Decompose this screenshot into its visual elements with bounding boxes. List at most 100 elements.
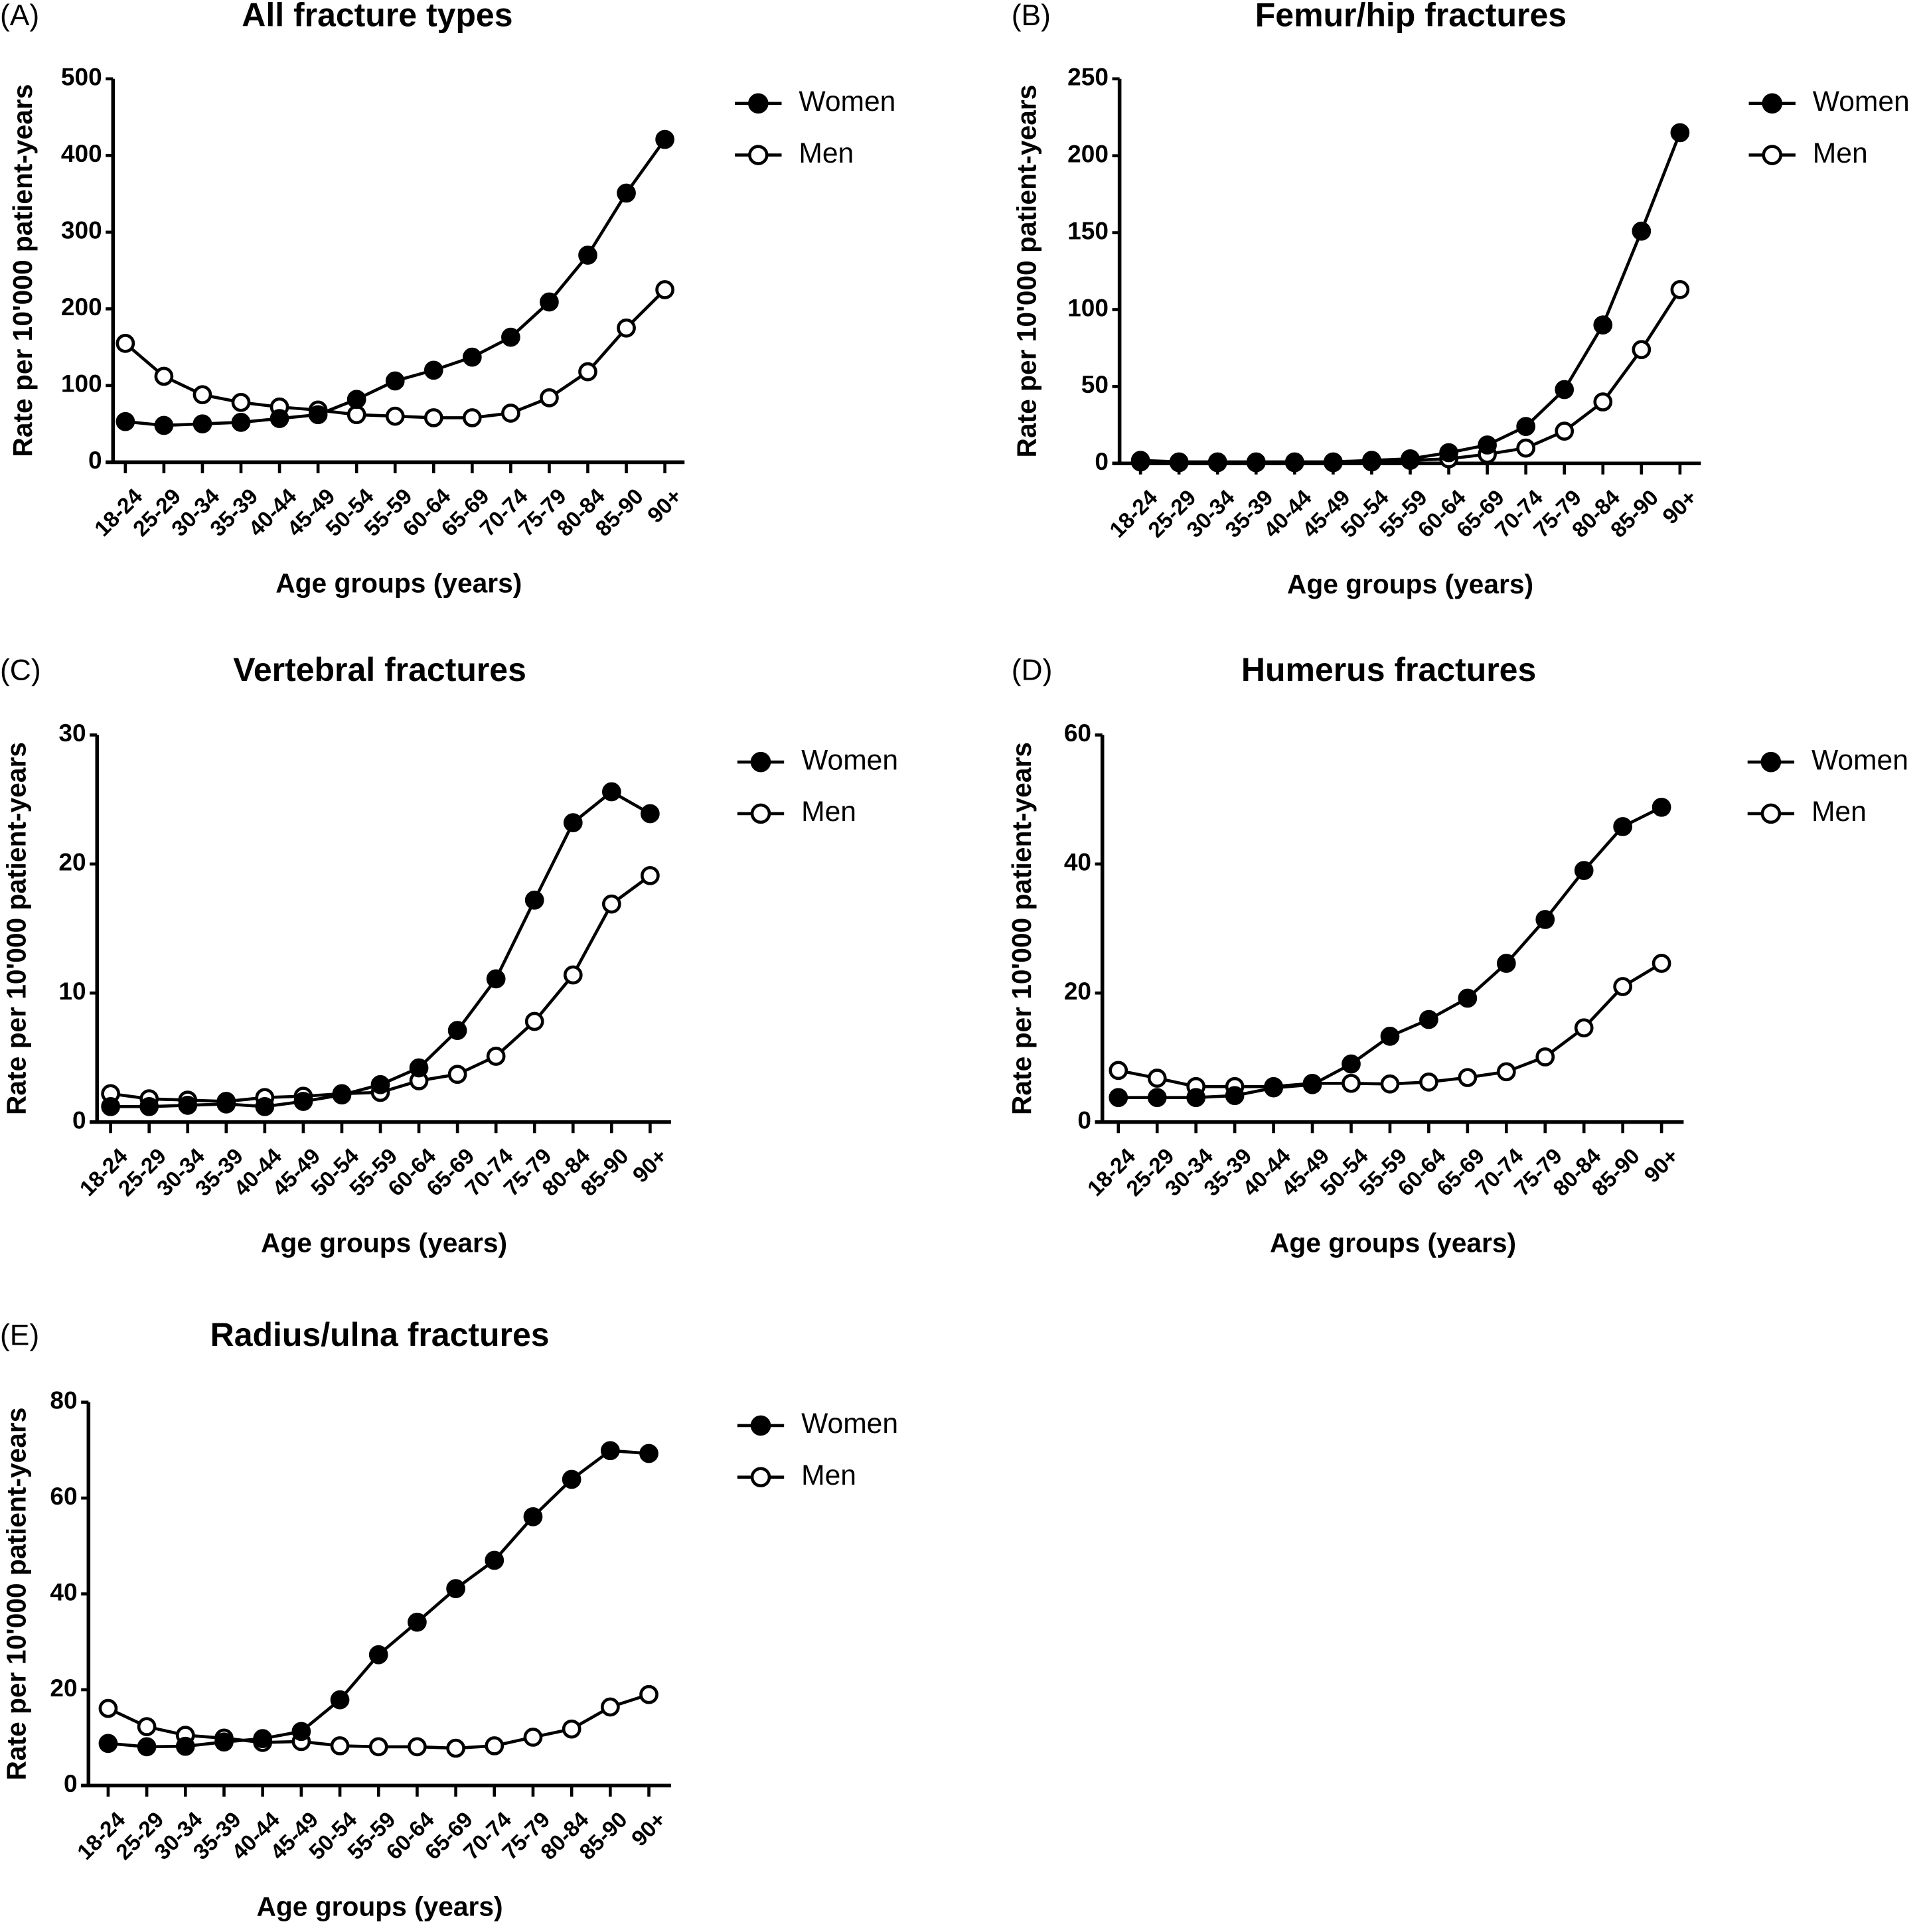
series-line-women	[1140, 132, 1682, 464]
data-point-women	[578, 246, 597, 265]
y-tick-label: 300	[61, 216, 102, 244]
data-point-women	[1401, 449, 1420, 469]
y-tick-label: 50	[1081, 370, 1109, 398]
y-tick-label: 60	[50, 1482, 77, 1510]
y-tick-label: 60	[1064, 719, 1091, 747]
legend-open-circle-icon	[750, 803, 771, 824]
data-point-women	[293, 1092, 313, 1111]
data-point-men	[501, 404, 520, 423]
data-point-men	[1147, 1069, 1167, 1088]
data-point-men	[116, 334, 135, 353]
data-point-men	[639, 1684, 658, 1704]
data-point-women	[1186, 1088, 1206, 1108]
data-point-women	[523, 1507, 543, 1526]
data-point-women	[1130, 451, 1150, 470]
data-point-women	[1496, 954, 1516, 973]
data-point-men	[424, 408, 443, 427]
data-point-women	[1169, 452, 1189, 472]
panel-label: (D)	[1012, 654, 1053, 687]
x-axis-title: Age groups (years)	[257, 1891, 503, 1921]
data-point-men	[446, 1738, 465, 1758]
legend-item-women: Women	[737, 744, 898, 776]
chart-panel-b: (B) Femur/hip fractures05010015020025018-…	[1011, 0, 1909, 599]
data-point-women	[1574, 861, 1594, 880]
y-tick-label: 150	[1067, 216, 1109, 244]
y-tick-label: 400	[61, 139, 102, 167]
y-axis-title: Rate per 10'000 patient-years	[1006, 742, 1037, 1115]
y-tick-label: 10	[58, 977, 86, 1005]
data-point-women	[447, 1021, 467, 1040]
x-tick-label: 90+	[628, 1144, 672, 1188]
data-point-women	[255, 1096, 275, 1116]
chart-panel-e: (E) Radius/ulna fractures02040608018-2425…	[0, 1316, 898, 1921]
series-line-men	[1140, 289, 1681, 465]
legend-label: Women	[801, 744, 898, 776]
data-point-women	[409, 1058, 429, 1078]
data-point-men	[98, 1698, 118, 1718]
data-point-women	[1478, 435, 1497, 455]
data-point-women	[1302, 1075, 1322, 1094]
data-point-women	[1439, 443, 1458, 463]
data-point-women	[214, 1732, 234, 1752]
x-axis-title: Age groups (years)	[275, 567, 522, 598]
data-point-women	[617, 183, 636, 203]
data-point-men	[1109, 1061, 1128, 1080]
data-point-men	[486, 1047, 506, 1066]
data-point-women	[1555, 380, 1575, 400]
data-point-women	[1207, 452, 1227, 472]
data-point-women	[270, 409, 289, 428]
data-point-women	[116, 411, 135, 431]
data-point-women	[1535, 910, 1555, 929]
data-point-women	[524, 890, 544, 910]
data-point-men	[1516, 438, 1535, 458]
data-point-men	[563, 965, 583, 985]
x-tick-label: 90+	[1658, 485, 1702, 529]
legend-item-men: Men	[737, 796, 856, 828]
data-point-women	[1419, 1009, 1438, 1029]
data-point-men	[1613, 977, 1632, 996]
data-point-women	[1264, 1078, 1283, 1098]
x-axis-title: Age groups (years)	[1287, 569, 1533, 599]
panel-label: (B)	[1012, 0, 1051, 32]
legend-filled-circle-icon	[1760, 751, 1782, 773]
data-point-men	[462, 408, 482, 427]
y-axis-title: Rate per 10'000 patient-years	[1, 742, 32, 1115]
data-point-men	[655, 280, 674, 299]
legend-item-women: Women	[737, 1408, 898, 1440]
data-point-men	[562, 1719, 581, 1739]
data-point-women	[193, 414, 212, 434]
data-point-women	[540, 292, 559, 312]
data-point-women	[562, 1469, 581, 1489]
legend-open-circle-icon	[1760, 803, 1782, 824]
data-point-women	[1613, 817, 1632, 836]
data-point-women	[101, 1096, 120, 1116]
legend-label: Men	[1813, 137, 1868, 169]
data-point-women	[1593, 315, 1613, 335]
data-point-women	[253, 1729, 273, 1748]
data-point-women	[332, 1085, 352, 1105]
data-point-women	[1147, 1088, 1167, 1108]
legend-item-men: Men	[735, 137, 854, 169]
data-point-women	[1246, 452, 1266, 472]
data-point-men	[347, 405, 366, 425]
x-axis-title: Age groups (years)	[261, 1228, 507, 1258]
data-point-men	[1652, 954, 1671, 973]
data-point-women	[231, 413, 251, 432]
data-point-women	[154, 415, 174, 435]
data-point-women	[291, 1722, 311, 1742]
data-point-women	[137, 1737, 157, 1757]
data-point-women	[1516, 417, 1535, 436]
y-tick-label: 40	[50, 1578, 77, 1605]
data-point-men	[137, 1717, 157, 1736]
data-point-men	[540, 388, 559, 408]
legend-item-women: Women	[1747, 744, 1908, 776]
x-tick-label: 90+	[1640, 1144, 1683, 1188]
y-tick-label: 250	[1067, 63, 1109, 91]
legend-label: Women	[1811, 744, 1908, 776]
legend-open-circle-icon	[750, 1467, 771, 1487]
data-point-women	[1225, 1086, 1245, 1106]
x-tick-label: 90+	[643, 484, 687, 528]
legend-filled-circle-icon	[750, 1415, 771, 1436]
y-tick-label: 20	[58, 848, 86, 876]
legend-label: Men	[801, 1459, 856, 1491]
